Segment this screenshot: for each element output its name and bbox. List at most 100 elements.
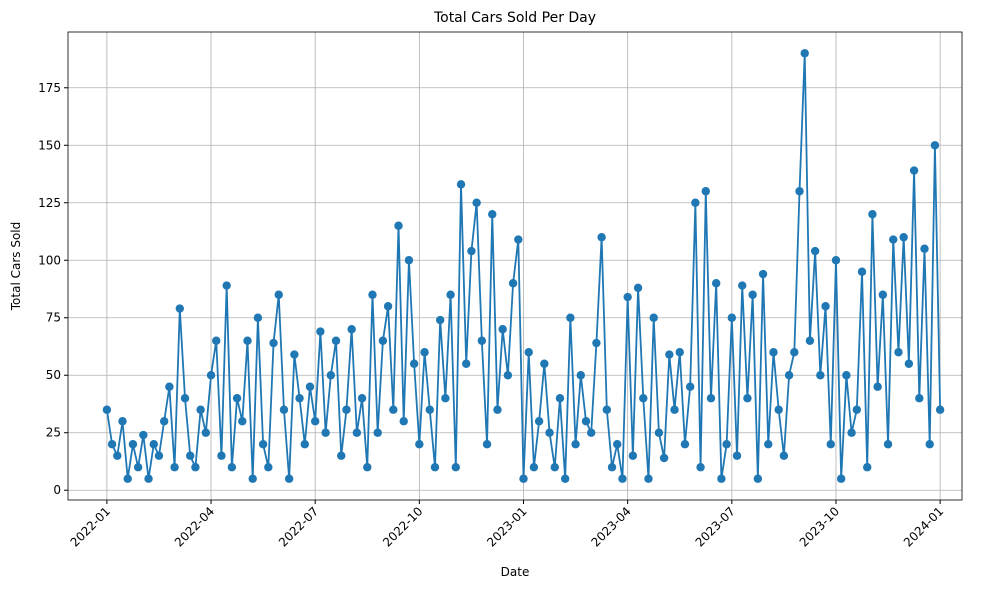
x-tick-label: 2023-10	[797, 504, 842, 549]
y-tick-label: 175	[38, 81, 61, 95]
marker	[816, 371, 825, 380]
marker	[342, 405, 351, 414]
marker	[191, 463, 200, 472]
x-tick-label: 2022-07	[276, 504, 321, 549]
marker	[201, 428, 211, 437]
marker	[238, 417, 247, 426]
marker	[633, 283, 643, 293]
marker	[399, 417, 408, 426]
marker	[540, 359, 549, 368]
marker	[659, 453, 669, 463]
marker	[107, 440, 117, 449]
marker	[842, 371, 851, 380]
marker	[764, 440, 773, 449]
marker	[206, 371, 216, 380]
marker	[170, 463, 179, 472]
marker	[165, 382, 174, 391]
marker	[133, 463, 143, 472]
marker	[857, 267, 867, 276]
marker	[337, 451, 346, 460]
marker	[571, 440, 580, 449]
marker	[732, 451, 742, 460]
marker	[576, 371, 585, 380]
marker	[889, 235, 898, 244]
marker	[748, 290, 757, 299]
marker	[139, 430, 148, 440]
marker	[555, 394, 565, 403]
marker	[493, 405, 502, 414]
marker	[347, 325, 356, 334]
marker	[545, 428, 554, 437]
marker	[290, 350, 299, 359]
marker	[915, 394, 924, 403]
marker	[123, 474, 132, 483]
marker	[685, 382, 695, 391]
y-tick-label: 125	[38, 196, 61, 210]
y-axis-label: Total Cars Sold	[9, 222, 23, 311]
marker	[467, 246, 476, 256]
marker	[269, 338, 278, 348]
marker	[909, 166, 919, 175]
marker	[186, 451, 195, 460]
marker	[519, 474, 528, 483]
marker	[665, 350, 674, 359]
y-tick-label: 75	[46, 311, 61, 325]
marker	[472, 198, 481, 207]
marker	[404, 256, 414, 265]
marker	[113, 451, 122, 460]
marker	[227, 463, 237, 472]
marker	[217, 451, 226, 460]
marker	[628, 451, 638, 460]
marker	[836, 474, 846, 483]
marker	[863, 463, 872, 472]
marker	[253, 313, 263, 322]
marker	[295, 394, 304, 403]
marker	[550, 463, 559, 472]
y-tick-label: 0	[53, 483, 61, 497]
marker	[758, 269, 768, 279]
marker	[597, 233, 606, 242]
marker	[795, 187, 804, 196]
marker	[144, 474, 153, 483]
marker	[212, 336, 221, 345]
marker	[248, 474, 257, 483]
marker	[649, 313, 658, 322]
marker	[587, 428, 596, 437]
marker	[316, 327, 325, 336]
marker	[613, 440, 622, 449]
marker	[717, 474, 726, 483]
marker	[394, 221, 403, 230]
marker	[680, 440, 690, 449]
y-tick-label: 100	[38, 253, 61, 267]
marker	[826, 440, 835, 449]
marker	[566, 313, 575, 322]
marker	[738, 281, 747, 290]
marker	[274, 290, 283, 299]
x-tick-label: 2023-01	[484, 504, 529, 549]
marker	[790, 348, 799, 357]
marker	[222, 281, 231, 290]
marker	[300, 440, 309, 449]
marker	[644, 474, 653, 483]
marker	[128, 440, 138, 449]
marker	[529, 463, 539, 472]
marker	[435, 315, 445, 325]
marker	[930, 141, 940, 150]
marker	[623, 292, 632, 302]
marker	[654, 428, 664, 437]
marker	[675, 348, 684, 357]
x-tick-label: 2022-01	[68, 504, 113, 549]
marker	[753, 474, 763, 483]
y-tick-label: 50	[46, 368, 61, 382]
marker	[196, 405, 205, 414]
marker	[560, 474, 570, 483]
marker	[149, 440, 158, 449]
marker	[805, 336, 815, 345]
marker	[102, 405, 112, 414]
marker	[503, 371, 513, 380]
marker	[524, 348, 533, 357]
x-axis-label: Date	[501, 565, 530, 579]
marker	[711, 279, 721, 288]
marker	[378, 336, 388, 345]
